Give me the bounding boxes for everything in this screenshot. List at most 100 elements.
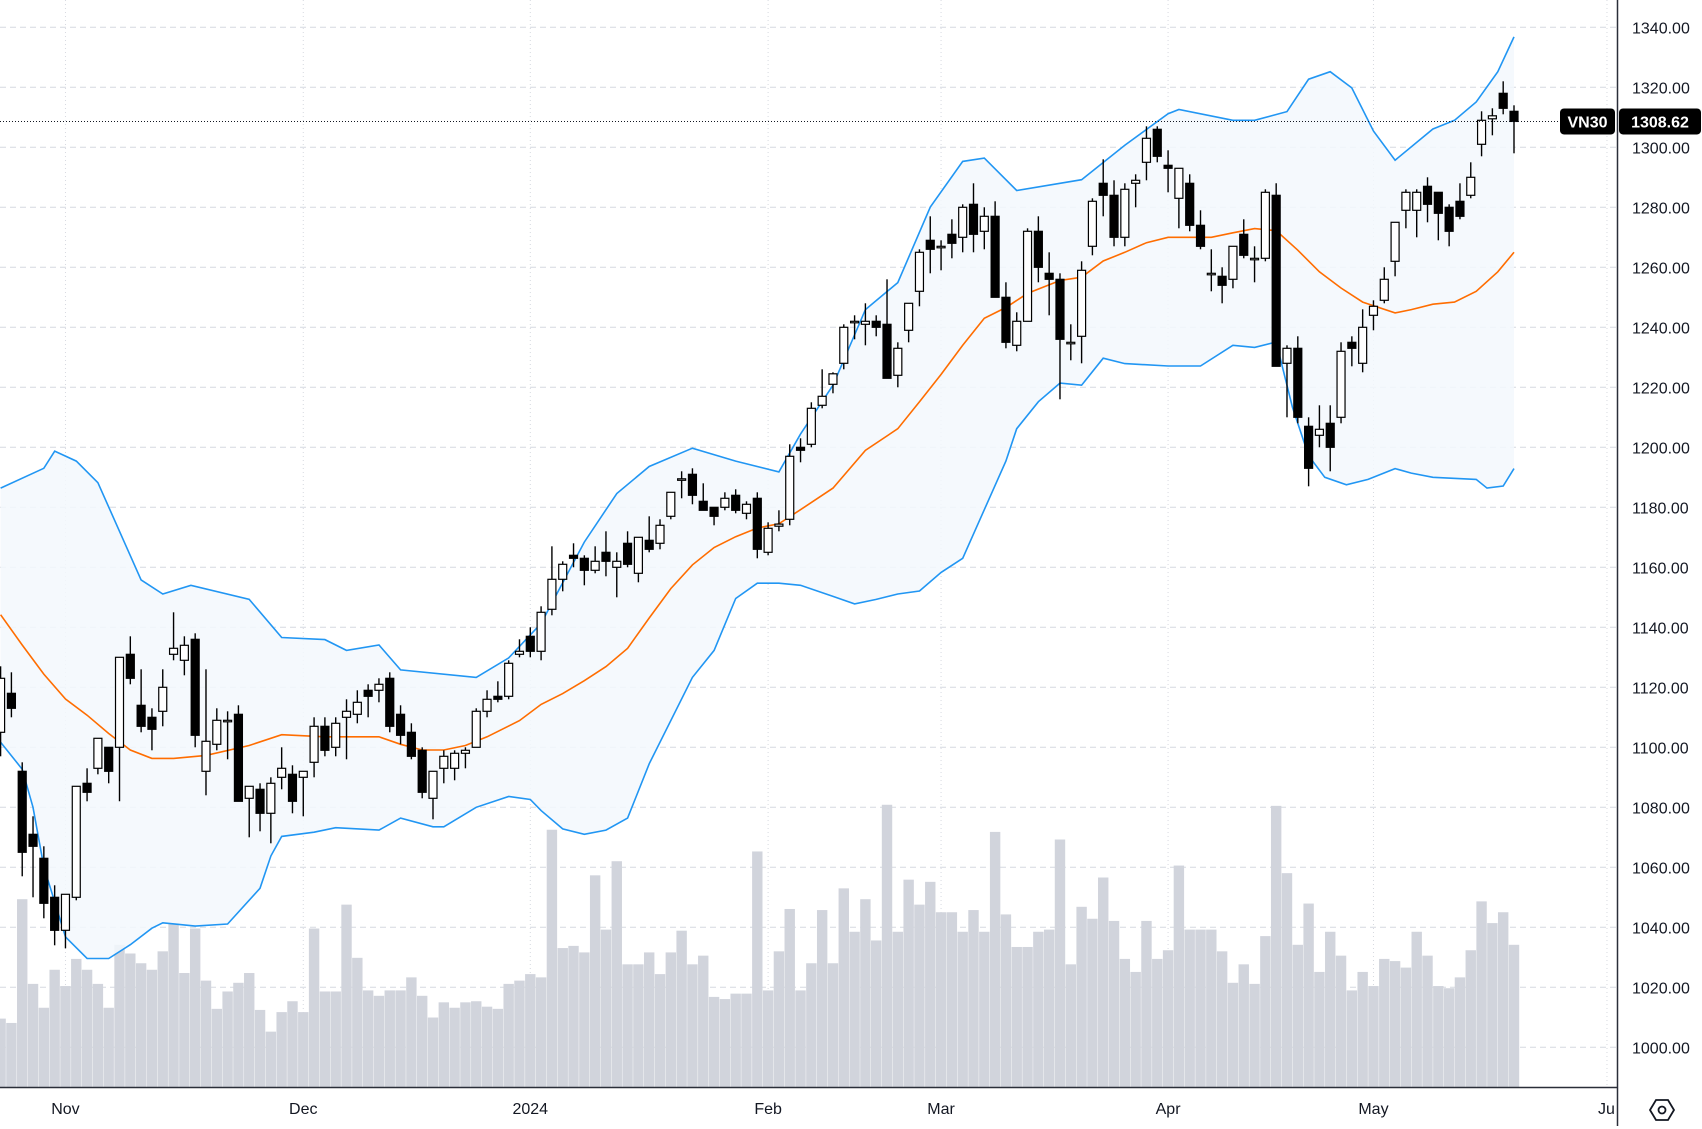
time-tick-label: Dec xyxy=(289,1101,317,1118)
volume-bar xyxy=(1184,929,1195,1087)
volume-bar xyxy=(546,829,558,1087)
volume-bars xyxy=(0,804,1520,1087)
candle-body xyxy=(882,323,892,379)
candle-up xyxy=(331,717,341,757)
candle-down xyxy=(406,723,416,760)
candle-body xyxy=(17,770,27,853)
candle-body xyxy=(50,896,60,931)
volume-bar xyxy=(1130,971,1141,1087)
candle-body xyxy=(1206,272,1216,276)
volume-bar xyxy=(762,990,774,1087)
volume-bar xyxy=(968,910,979,1087)
candle-body xyxy=(1509,110,1519,123)
candle-body xyxy=(1304,425,1314,469)
volume-bar xyxy=(1087,918,1098,1087)
candle-up xyxy=(1066,324,1076,361)
candle-body xyxy=(536,611,546,652)
candle-up xyxy=(428,770,438,820)
volume-bar xyxy=(1497,912,1509,1087)
candle-body xyxy=(1455,200,1465,217)
candle-body xyxy=(60,893,71,931)
candle-down xyxy=(731,489,741,514)
candle-body xyxy=(277,767,287,778)
candle-up xyxy=(1314,405,1325,448)
candle-body xyxy=(785,455,795,520)
volume-bar xyxy=(568,945,579,1087)
candle-body xyxy=(731,494,741,511)
candle-up xyxy=(612,552,622,598)
price-tick-label: 1300.00 xyxy=(1632,140,1690,157)
candle-body xyxy=(752,497,762,550)
candle-body xyxy=(471,710,481,748)
last-price-label: 1308.62 xyxy=(1631,114,1689,131)
volume-bar xyxy=(730,993,741,1087)
candle-down xyxy=(136,669,146,733)
candle-body xyxy=(622,542,633,565)
candle-body xyxy=(1163,164,1173,169)
candle-body xyxy=(1022,230,1033,322)
candle-down xyxy=(190,633,200,748)
candle-down xyxy=(363,684,373,718)
volume-bar xyxy=(1173,865,1185,1087)
candle-body xyxy=(104,746,114,772)
candle-down xyxy=(1152,126,1162,163)
volume-bar xyxy=(27,983,39,1087)
candle-down xyxy=(1498,81,1508,115)
candle-body xyxy=(904,302,914,331)
candle-body xyxy=(655,524,665,544)
candle-down xyxy=(925,216,935,274)
candle-body xyxy=(990,215,1000,298)
candle-up xyxy=(450,750,460,781)
volume-bar xyxy=(525,974,536,1087)
candle-down xyxy=(1444,204,1454,247)
candle-up xyxy=(168,612,179,661)
volume-bar xyxy=(1454,977,1466,1087)
candle-body xyxy=(158,686,168,712)
candle-body xyxy=(1098,182,1108,196)
candle-body xyxy=(417,749,427,793)
candle-body xyxy=(298,770,308,778)
candle-up xyxy=(1120,183,1130,247)
volume-bar xyxy=(1476,901,1487,1087)
candle-up xyxy=(720,492,730,511)
candle-down xyxy=(1033,216,1043,283)
candle-up xyxy=(839,324,849,370)
candle-body xyxy=(1141,137,1152,163)
candle-body xyxy=(1325,422,1335,448)
candle-body xyxy=(925,239,935,250)
volume-bar xyxy=(71,958,82,1087)
volume-bar xyxy=(687,964,698,1087)
bollinger-upper-line xyxy=(0,36,1515,679)
candle-up xyxy=(817,369,827,409)
candle-body xyxy=(1476,119,1487,145)
volume-bar xyxy=(1152,958,1163,1087)
candle-up xyxy=(1206,249,1216,292)
volume-bar xyxy=(125,953,136,1087)
time-axis[interactable]: Nov Dec 2024 Feb Mar Apr May Ju xyxy=(51,1101,1615,1118)
volume-bar xyxy=(1368,986,1379,1087)
candle-body xyxy=(39,857,49,904)
candle-down xyxy=(493,681,503,703)
price-axis[interactable]: 1000.00 1020.00 1040.00 1060.00 1080.00 1100.… xyxy=(1632,20,1690,1057)
time-tick-label: Mar xyxy=(927,1101,955,1118)
candle-down xyxy=(1304,417,1314,487)
candle-up xyxy=(439,750,449,784)
candle-body xyxy=(385,677,395,727)
candle-up xyxy=(1228,245,1238,289)
settings-hexagon-icon[interactable] xyxy=(1648,1096,1676,1124)
candle-body xyxy=(1087,200,1098,247)
symbol-label: VN30 xyxy=(1567,114,1607,131)
volume-bar xyxy=(1303,903,1314,1087)
candle-up xyxy=(1012,312,1022,352)
volume-bar xyxy=(1022,946,1033,1087)
candle-body xyxy=(1012,320,1022,346)
candle-up xyxy=(460,747,471,769)
candle-up xyxy=(0,666,6,757)
price-tick-label: 1200.00 xyxy=(1632,440,1690,457)
candle-down xyxy=(990,201,1000,298)
candle-body xyxy=(774,523,784,527)
candle-body xyxy=(28,833,38,847)
price-tick-label: 1260.00 xyxy=(1632,260,1690,277)
candle-up xyxy=(60,893,71,949)
